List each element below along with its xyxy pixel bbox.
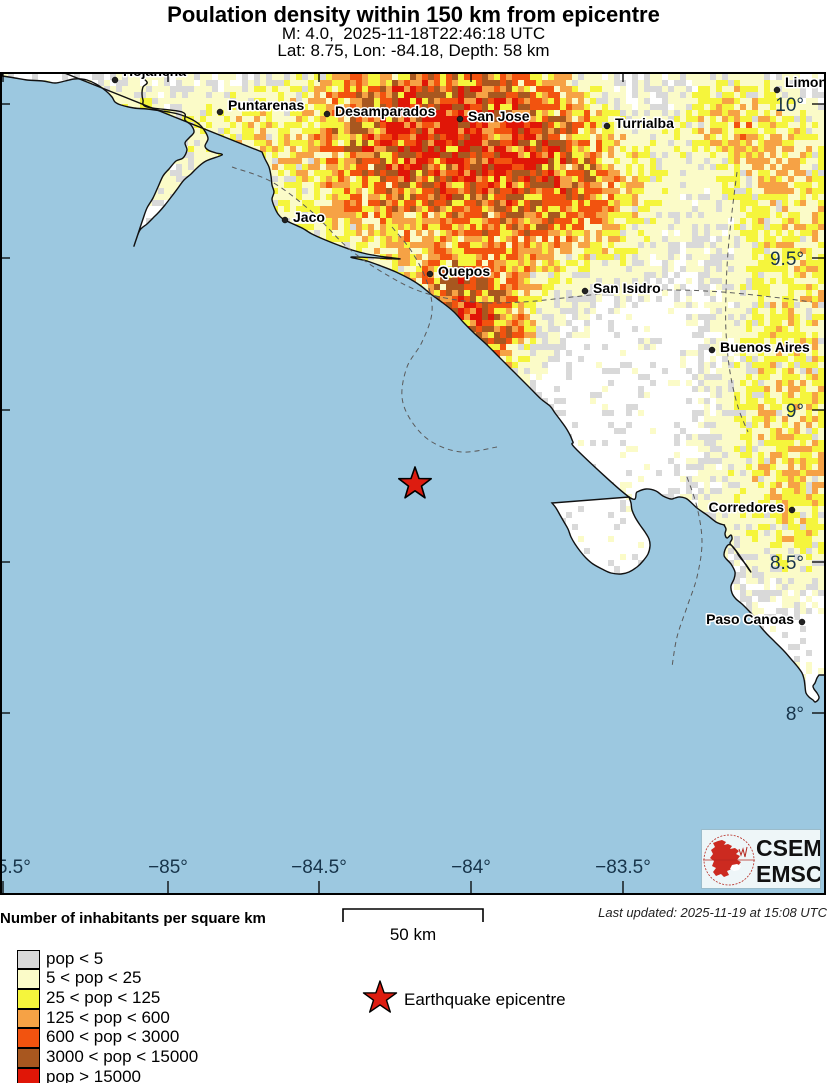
svg-text:Buenos Aires: Buenos Aires [720, 339, 810, 355]
svg-text:CSEM: CSEM [756, 835, 821, 861]
svg-text:Limon: Limon [785, 74, 826, 90]
svg-text:−84.5°: −84.5° [291, 857, 347, 878]
svg-text:San Isidro: San Isidro [593, 280, 661, 296]
svg-text:Turrialba: Turrialba [615, 115, 674, 131]
svg-text:8.5°: 8.5° [770, 553, 804, 574]
svg-text:San Jose: San Jose [468, 108, 530, 124]
svg-text:−85°: −85° [148, 857, 188, 878]
svg-text:−83.5°: −83.5° [595, 857, 651, 878]
svg-text:Paso Canoas: Paso Canoas [706, 611, 794, 627]
svg-text:−85.5°: −85.5° [2, 857, 31, 878]
svg-text:−84°: −84° [451, 857, 491, 878]
svg-text:8°: 8° [786, 704, 804, 725]
svg-text:Puntarenas: Puntarenas [228, 97, 304, 113]
svg-text:Desamparados: Desamparados [335, 103, 436, 119]
svg-text:10°: 10° [775, 95, 804, 116]
svg-text:EMSC: EMSC [756, 861, 821, 887]
svg-text:Quepos: Quepos [438, 263, 490, 279]
svg-text:Corredores: Corredores [709, 499, 785, 515]
svg-text:9.5°: 9.5° [770, 249, 804, 270]
svg-text:9°: 9° [786, 401, 804, 422]
svg-text:Hojancha: Hojancha [123, 74, 186, 79]
svg-text:Jaco: Jaco [293, 209, 325, 225]
